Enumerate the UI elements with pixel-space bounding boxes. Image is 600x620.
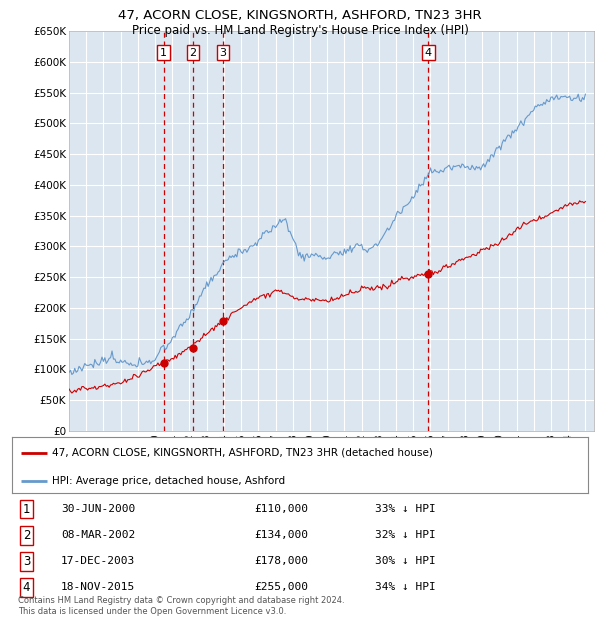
Text: £134,000: £134,000 (254, 530, 308, 540)
Text: 4: 4 (425, 48, 432, 58)
Text: 08-MAR-2002: 08-MAR-2002 (61, 530, 135, 540)
Text: £110,000: £110,000 (254, 504, 308, 514)
Text: 1: 1 (160, 48, 167, 58)
Text: Price paid vs. HM Land Registry's House Price Index (HPI): Price paid vs. HM Land Registry's House … (131, 24, 469, 37)
Text: 17-DEC-2003: 17-DEC-2003 (61, 556, 135, 566)
Text: HPI: Average price, detached house, Ashford: HPI: Average price, detached house, Ashf… (52, 476, 286, 485)
Text: £255,000: £255,000 (254, 582, 308, 592)
Text: 33% ↓ HPI: 33% ↓ HPI (375, 504, 436, 514)
Text: 47, ACORN CLOSE, KINGSNORTH, ASHFORD, TN23 3HR: 47, ACORN CLOSE, KINGSNORTH, ASHFORD, TN… (118, 9, 482, 22)
Text: 3: 3 (23, 555, 30, 567)
Text: £178,000: £178,000 (254, 556, 308, 566)
Text: 2: 2 (190, 48, 196, 58)
Text: 34% ↓ HPI: 34% ↓ HPI (375, 582, 436, 592)
Text: 1: 1 (23, 503, 30, 515)
Text: 30-JUN-2000: 30-JUN-2000 (61, 504, 135, 514)
Text: This data is licensed under the Open Government Licence v3.0.: This data is licensed under the Open Gov… (18, 607, 286, 616)
Text: 32% ↓ HPI: 32% ↓ HPI (375, 530, 436, 540)
Text: Contains HM Land Registry data © Crown copyright and database right 2024.: Contains HM Land Registry data © Crown c… (18, 596, 344, 605)
Text: 3: 3 (220, 48, 227, 58)
Text: 2: 2 (23, 529, 30, 541)
Text: 30% ↓ HPI: 30% ↓ HPI (375, 556, 436, 566)
Text: 18-NOV-2015: 18-NOV-2015 (61, 582, 135, 592)
Text: 47, ACORN CLOSE, KINGSNORTH, ASHFORD, TN23 3HR (detached house): 47, ACORN CLOSE, KINGSNORTH, ASHFORD, TN… (52, 448, 433, 458)
Text: 4: 4 (23, 581, 30, 593)
